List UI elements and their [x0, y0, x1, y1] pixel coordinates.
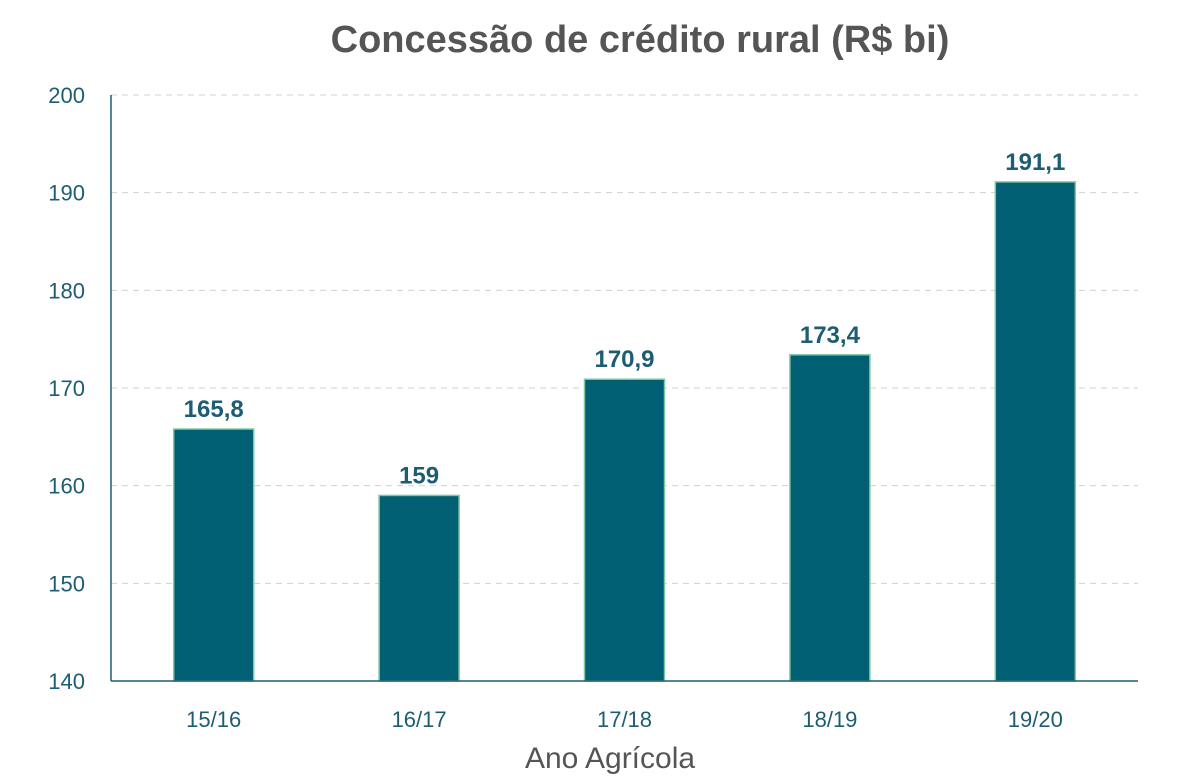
y-tick-label: 160: [48, 474, 85, 499]
y-tick-label: 150: [48, 571, 85, 596]
x-tick-label: 18/19: [802, 707, 857, 732]
bar: [583, 378, 666, 682]
data-label: 159: [399, 462, 439, 489]
x-tick-label: 17/18: [597, 707, 652, 732]
bar: [172, 428, 255, 682]
data-label: 191,1: [1005, 149, 1065, 176]
data-label: 173,4: [800, 322, 861, 349]
x-axis-label: Ano Agrícola: [525, 742, 695, 775]
y-tick-label: 190: [48, 181, 85, 206]
x-tick-label: 19/20: [1008, 707, 1063, 732]
data-label: 165,8: [184, 396, 244, 423]
x-tick-label: 16/17: [392, 707, 447, 732]
bar: [378, 494, 460, 682]
data-label: 170,9: [594, 346, 654, 373]
x-tick-label: 15/16: [186, 707, 241, 732]
y-tick-label: 140: [48, 669, 85, 694]
bar: [789, 354, 871, 682]
y-tick-label: 170: [48, 376, 85, 401]
y-tick-label: 180: [48, 278, 85, 303]
bar: [994, 181, 1077, 682]
y-tick-label: 200: [48, 83, 85, 108]
chart-title: Concessão de crédito rural (R$ bi): [331, 19, 950, 61]
